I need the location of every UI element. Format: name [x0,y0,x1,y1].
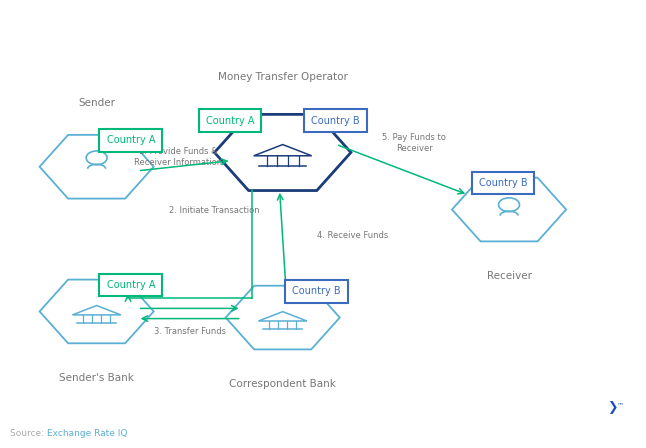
Polygon shape [225,286,340,349]
FancyBboxPatch shape [286,280,348,302]
Text: Country A: Country A [107,135,155,145]
Polygon shape [39,280,154,343]
Text: 3. Transfer Funds: 3. Transfer Funds [154,327,225,336]
Text: Country B: Country B [293,286,341,296]
Text: Source:: Source: [10,429,47,438]
Text: Exchange Rate IQ: Exchange Rate IQ [47,429,127,438]
Text: 4. Receive Funds: 4. Receive Funds [317,231,388,240]
Text: Country B: Country B [479,178,527,188]
Text: Sender: Sender [78,98,115,108]
Text: ❯: ❯ [607,401,617,414]
FancyBboxPatch shape [304,109,367,132]
Text: Country A: Country A [107,280,155,290]
Text: Correspondent Bank: Correspondent Bank [229,379,336,389]
FancyBboxPatch shape [199,109,261,132]
FancyBboxPatch shape [472,172,534,194]
Text: Sender's Bank: Sender's Bank [59,373,134,383]
Text: 2. Initiate Transaction: 2. Initiate Transaction [169,206,260,215]
Text: Money Transfer Operator: Money Transfer Operator [218,72,348,82]
Text: 5. Pay Funds to
Receiver: 5. Pay Funds to Receiver [382,133,446,153]
Text: Country B: Country B [311,116,360,126]
Polygon shape [452,178,566,241]
Polygon shape [39,135,154,198]
FancyBboxPatch shape [99,129,162,152]
FancyBboxPatch shape [99,274,162,297]
Polygon shape [214,114,351,190]
Text: Country A: Country A [205,116,255,126]
Text: ™: ™ [617,402,624,409]
Text: 1. Provide Funds &
Receiver Information: 1. Provide Funds & Receiver Information [134,146,222,167]
Text: Receiver: Receiver [486,271,532,281]
